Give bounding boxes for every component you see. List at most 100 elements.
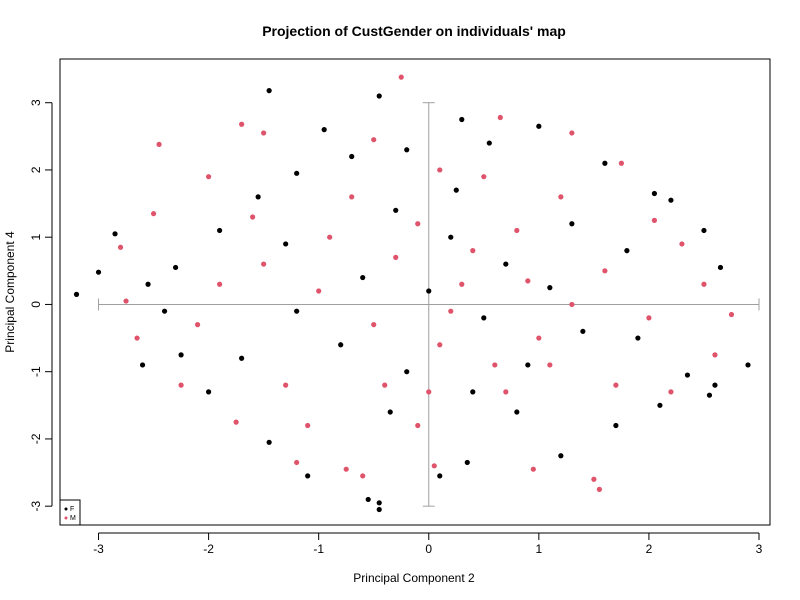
data-point-m [305,422,311,429]
data-point-m [646,315,652,321]
data-point-f [536,123,542,129]
data-point-f [569,221,575,227]
data-point-f [701,227,707,234]
data-point-f [558,453,564,459]
data-point-m [459,281,465,287]
data-point-f [73,291,80,297]
plot-frame [59,58,771,526]
data-point-m [547,362,553,368]
data-point-m [728,311,735,318]
data-point-m [530,466,536,472]
data-point-f [95,269,102,275]
x-tick-label: -2 [203,542,214,556]
data-point-f [580,328,586,334]
data-point-f [360,274,366,281]
data-point-m [233,419,239,425]
data-point-f [448,234,454,240]
legend-label-m: M [70,515,76,522]
legend: F M [59,499,81,526]
data-point-m [261,130,267,136]
data-point-f [294,308,300,314]
data-point-m [679,241,685,247]
data-point-m [371,137,377,143]
data-point-f [376,93,382,99]
y-tick-label: 1 [29,234,43,241]
chart-title: Projection of CustGender on individuals'… [262,23,566,39]
y-axis: -3 -2 -1 0 1 2 3 [29,99,53,512]
data-point-m [134,335,140,341]
data-point-f [239,355,245,361]
data-point-m [536,335,542,341]
data-point-f [283,241,289,247]
x-tick-label: 2 [646,542,653,556]
data-point-m [569,130,575,136]
data-point-f [547,285,553,291]
data-point-f [294,170,300,176]
y-tick-label: -2 [29,433,43,444]
data-point-m [591,476,597,482]
data-point-m [448,308,454,314]
data-point-m [651,217,658,223]
y-tick-label: -1 [29,366,43,377]
data-point-m [150,211,157,217]
data-point-m [569,301,575,308]
data-point-f [255,194,261,200]
data-point-m [415,422,421,429]
x-tick-label: 3 [756,542,763,556]
x-tick-label: 1 [535,542,542,556]
data-point-m [156,141,162,147]
data-point-m [668,389,674,395]
data-point-m [283,382,289,388]
data-point-m [393,254,399,260]
data-point-f [266,439,272,445]
data-point-f [139,362,146,368]
y-tick-label: 3 [29,99,43,106]
legend-label-f: F [70,506,74,513]
data-point-f [651,190,658,197]
y-tick-label: 2 [29,166,43,173]
data-point-m [497,114,503,121]
data-point-f [717,264,724,271]
data-point-m [316,288,322,294]
data-point-f [514,409,520,415]
data-point-f [426,288,432,294]
data-point-m [206,174,212,180]
data-point-f [745,362,751,368]
data-point-f [217,227,223,234]
data-point-m [415,221,421,227]
data-point-m [360,473,366,479]
data-point-m [398,74,404,80]
data-point-m [349,194,355,200]
data-point-m [194,322,201,328]
data-point-m [613,382,619,388]
data-point-f [481,315,487,321]
data-point-m [618,160,624,166]
data-point-m [217,281,223,287]
data-point-f [684,372,691,378]
data-point-m [437,167,443,173]
data-point-f [602,160,608,166]
data-point-m [514,227,520,234]
data-point-f [459,116,465,123]
data-point-m [426,389,432,395]
data-point-f [338,342,344,348]
data-point-m [371,322,377,328]
data-point-f [161,308,168,314]
data-point-m [701,281,707,287]
data-point-f [376,500,382,506]
y-tick-label: -3 [29,501,43,512]
data-point-m [431,463,437,469]
data-point-f [635,335,641,341]
data-point-m [596,486,602,492]
data-point-f [668,197,674,203]
data-point-f [525,362,531,368]
data-point-f [145,281,151,287]
data-point-m [712,352,718,358]
data-point-f [206,389,212,395]
data-point-f [503,261,509,267]
x-axis: -3 -2 -1 0 1 2 3 [93,532,763,556]
data-point-m [503,389,509,395]
data-point-m [239,121,245,127]
data-point-f [404,369,410,375]
